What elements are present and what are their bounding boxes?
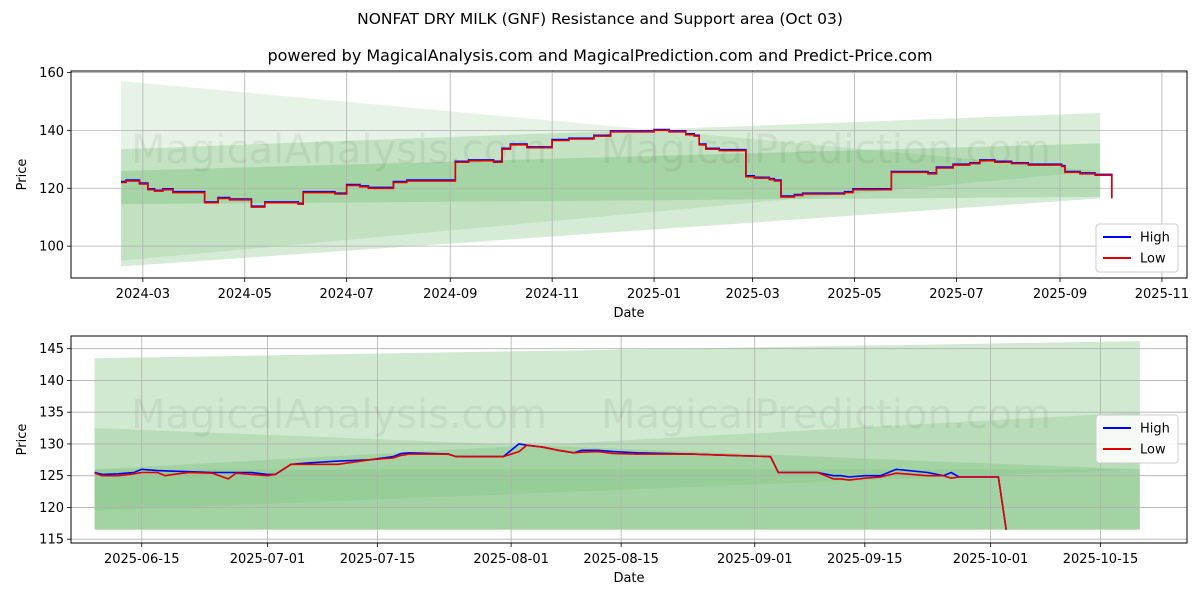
chart1-y-axis-label: Price bbox=[15, 159, 30, 191]
chart2-x-axis-label: Date bbox=[613, 571, 644, 586]
chart1-x-tick-label: 2025-05 bbox=[827, 287, 881, 302]
chart1-x-tick-label: 2025-07 bbox=[929, 287, 983, 302]
chart1-plot-area bbox=[71, 71, 1187, 278]
chart2-band-1 bbox=[94, 341, 1140, 530]
chart1-x-tick-label: 2024-03 bbox=[116, 287, 170, 302]
chart1-x-tick-label: 2024-11 bbox=[525, 287, 579, 302]
chart2-legend-high-label: High bbox=[1140, 422, 1170, 437]
chart2-y-tick-label: 140 bbox=[39, 374, 64, 389]
chart-subtitle: powered by MagicalAnalysis.com and Magic… bbox=[267, 46, 933, 65]
chart1-x-tick-label: 2025-03 bbox=[725, 287, 779, 302]
chart2-watermark-right: MagicalPrediction.com bbox=[601, 392, 1051, 438]
chart2-band-3 bbox=[94, 412, 1140, 530]
chart1-legend-high-label: High bbox=[1140, 231, 1170, 246]
chart2-y-tick-label: 145 bbox=[39, 342, 64, 357]
chart2-x-tick-label: 2025-08-01 bbox=[473, 552, 549, 567]
chart2-legend-low-label: Low bbox=[1140, 443, 1166, 458]
chart2-x-tick-label: 2025-09-01 bbox=[717, 552, 793, 567]
chart-title: NONFAT DRY MILK (GNF) Resistance and Sup… bbox=[357, 10, 843, 28]
chart1-y-tick-label: 100 bbox=[39, 240, 64, 255]
chart1-x-tick-label: 2024-05 bbox=[218, 287, 272, 302]
chart1-x-tick-label: 2024-07 bbox=[319, 287, 373, 302]
chart2-y-tick-label: 135 bbox=[39, 406, 64, 421]
chart2-y-tick-label: 130 bbox=[39, 437, 64, 452]
chart1-y-tick-label: 140 bbox=[39, 124, 64, 139]
chart2-plot-area bbox=[71, 336, 1187, 543]
chart2-y-tick-label: 120 bbox=[39, 501, 64, 516]
chart2-x-tick-label: 2025-10-01 bbox=[953, 552, 1029, 567]
chart1-band-3 bbox=[121, 143, 1101, 267]
chart2-y-tick-label: 125 bbox=[39, 469, 64, 484]
chart1-watermark-left: MagicalAnalysis.com bbox=[131, 127, 547, 173]
chart1-axes-frame bbox=[70, 70, 1188, 279]
chart2-band-2 bbox=[94, 428, 1140, 530]
chart2-x-tick-label: 2025-07-15 bbox=[340, 552, 416, 567]
chart1-x-axis-label: Date bbox=[613, 306, 644, 321]
chart2-low-line bbox=[94, 444, 1007, 530]
chart2-y-tick-label: 115 bbox=[39, 533, 64, 548]
chart2-x-tick-label: 2025-09-15 bbox=[827, 552, 903, 567]
chart1-x-tick-label: 2025-09 bbox=[1033, 287, 1087, 302]
chart1-low-line bbox=[121, 129, 1113, 208]
chart1-x-tick-label: 2025-11 bbox=[1135, 287, 1189, 302]
chart1-band-1 bbox=[121, 81, 1101, 261]
chart2-axes-frame bbox=[70, 335, 1188, 544]
chart2-watermark-left: MagicalAnalysis.com bbox=[131, 392, 547, 438]
chart2-x-tick-label: 2025-06-15 bbox=[104, 552, 180, 567]
chart2-x-tick-label: 2025-08-15 bbox=[583, 552, 659, 567]
chart1-legend-low-label: Low bbox=[1140, 252, 1166, 267]
chart2-y-axis-label: Price bbox=[15, 424, 30, 456]
chart2-band-4 bbox=[94, 469, 1140, 511]
chart1-y-tick-label: 160 bbox=[39, 66, 64, 81]
chart1-x-tick-label: 2024-09 bbox=[423, 287, 477, 302]
chart1-y-tick-label: 120 bbox=[39, 182, 64, 197]
chart2-high-line bbox=[94, 443, 1007, 530]
chart1-band-2 bbox=[121, 112, 1101, 205]
chart2-x-tick-label: 2025-07-01 bbox=[230, 552, 306, 567]
chart2-x-tick-label: 2025-10-15 bbox=[1063, 552, 1139, 567]
chart1-x-tick-label: 2025-01 bbox=[627, 287, 681, 302]
chart1-watermark-right: MagicalPrediction.com bbox=[601, 127, 1051, 173]
